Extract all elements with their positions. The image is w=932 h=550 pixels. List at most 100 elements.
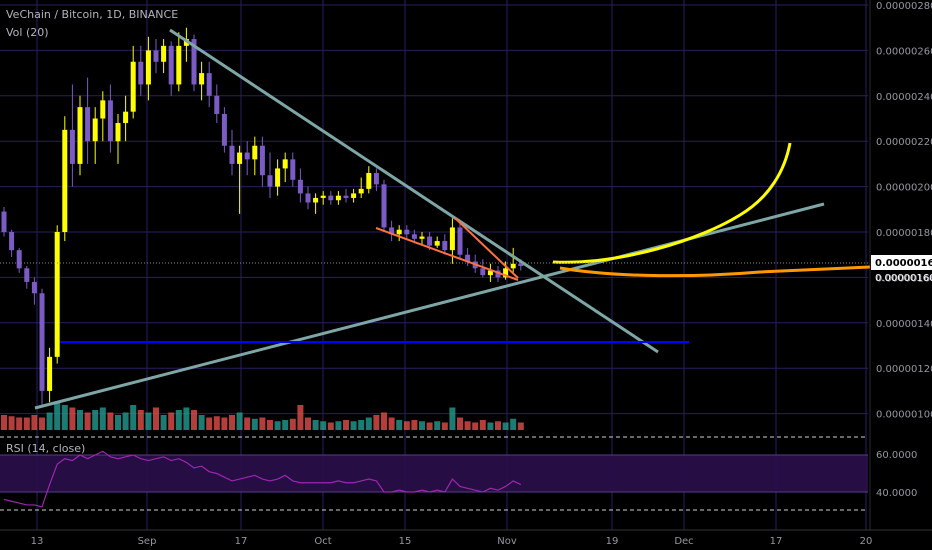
candle-body	[138, 61, 144, 85]
candlestick-series	[1, 27, 524, 405]
volume-bars	[1, 402, 524, 430]
volume-bar	[267, 420, 273, 430]
volume-bar	[145, 412, 152, 430]
candle-body	[168, 45, 174, 85]
candle-body	[313, 197, 319, 203]
volume-bar	[84, 412, 91, 430]
projection-orange-curve[interactable]	[559, 265, 871, 278]
candle-body	[282, 159, 288, 169]
rsi-legend[interactable]: RSI (14, close)	[6, 442, 87, 455]
candle-body	[366, 172, 372, 189]
candle-body	[62, 129, 68, 232]
candle-body	[411, 234, 417, 239]
volume-bar	[396, 420, 403, 430]
volume-bar	[388, 417, 395, 430]
time-tick-label: Oct	[314, 536, 331, 547]
candle-body	[259, 145, 265, 176]
time-tick-label: 15	[399, 536, 412, 547]
price-tick-label: 0.00000140	[876, 319, 932, 330]
time-axis[interactable]: 13 Sep 17 Oct 15 Nov 19 Dec 17 20	[0, 529, 932, 547]
candle-body	[47, 356, 53, 391]
price-tick-label: 0.00000220	[876, 137, 932, 148]
candle-body	[297, 179, 303, 194]
candle-body	[214, 95, 220, 114]
price-tick-label: 0.00000100	[876, 410, 932, 421]
volume-bar	[282, 420, 289, 430]
symbol-legend[interactable]: VeChain / Bitcoin, 1D, BINANCE	[6, 8, 180, 21]
rsi-line	[3, 450, 522, 508]
volume-bar	[289, 418, 296, 430]
volume-bar	[122, 412, 129, 430]
candle-body	[77, 107, 83, 164]
candle-body	[221, 113, 227, 146]
candle-body	[275, 168, 281, 187]
projection-yellow-curve[interactable]	[552, 142, 792, 264]
volume-bar	[350, 421, 357, 430]
volume-bar	[472, 422, 479, 430]
volume-bar	[312, 420, 319, 430]
volume-bar	[213, 416, 220, 430]
wedge-upper-line[interactable]	[454, 217, 519, 279]
last-price-value: 0.00000165	[875, 258, 932, 269]
volume-bar	[77, 410, 83, 430]
candle-body	[480, 268, 486, 276]
wedge-lower-line[interactable]	[375, 227, 519, 281]
volume-bar	[198, 415, 205, 430]
volume-bar	[365, 417, 372, 430]
volume-bar	[244, 417, 251, 430]
volume-legend[interactable]: Vol (20)	[6, 26, 51, 39]
price-tick-label: 0.00000180	[876, 228, 932, 239]
candle-body	[449, 227, 455, 251]
candle-body	[206, 73, 212, 96]
volume-bar	[23, 417, 30, 430]
time-tick-label: 17	[770, 536, 783, 547]
candle-body	[404, 229, 410, 235]
descending-trendline[interactable]	[169, 28, 659, 354]
time-tick-label: 20	[860, 536, 873, 547]
volume-bar	[464, 421, 471, 430]
candle-body	[176, 45, 182, 85]
trend-drawings	[34, 28, 871, 410]
candle-body	[351, 193, 357, 198]
volume-bar	[449, 407, 456, 430]
candle-body	[389, 227, 395, 235]
volume-bar	[335, 421, 342, 430]
volume-bar	[8, 416, 15, 430]
candle-body	[229, 145, 235, 164]
price-tick-label: 0.00000120	[876, 364, 932, 375]
candle-body	[92, 118, 98, 142]
rsi-pane	[0, 436, 868, 511]
volume-bar	[61, 405, 68, 430]
candle-body	[267, 175, 273, 187]
volume-bar	[54, 402, 61, 430]
candle-body	[290, 159, 296, 180]
volume-bar	[153, 407, 159, 430]
volume-bar	[441, 422, 448, 430]
volume-bar	[206, 417, 213, 430]
symbol-title: VeChain / Bitcoin, 1D, BINANCE	[6, 8, 179, 21]
candle-body	[130, 61, 136, 112]
candle-body	[69, 129, 75, 164]
candle-body	[191, 39, 197, 85]
candle-body	[487, 270, 493, 276]
candle-body	[434, 241, 440, 246]
volume-bar	[31, 415, 38, 430]
volume-bar	[191, 410, 197, 430]
volume-bar	[495, 421, 501, 430]
price-axis[interactable]: 0.00000280 0.00000260 0.00000240 0.00000220…	[869, 0, 932, 530]
volume-bar	[259, 417, 266, 430]
volume-bar	[457, 417, 463, 430]
volume-bar	[1, 415, 7, 430]
volume-bar	[419, 421, 425, 430]
rsi-band	[0, 455, 868, 492]
time-tick-label: Sep	[138, 536, 157, 547]
volume-bar	[115, 415, 121, 430]
volume-bar	[434, 421, 441, 430]
candle-body	[510, 263, 516, 269]
volume-bar	[510, 418, 517, 430]
volume-bar	[502, 422, 509, 430]
volume-bar	[99, 407, 106, 430]
candle-body	[100, 100, 106, 119]
volume-bar	[69, 407, 76, 430]
